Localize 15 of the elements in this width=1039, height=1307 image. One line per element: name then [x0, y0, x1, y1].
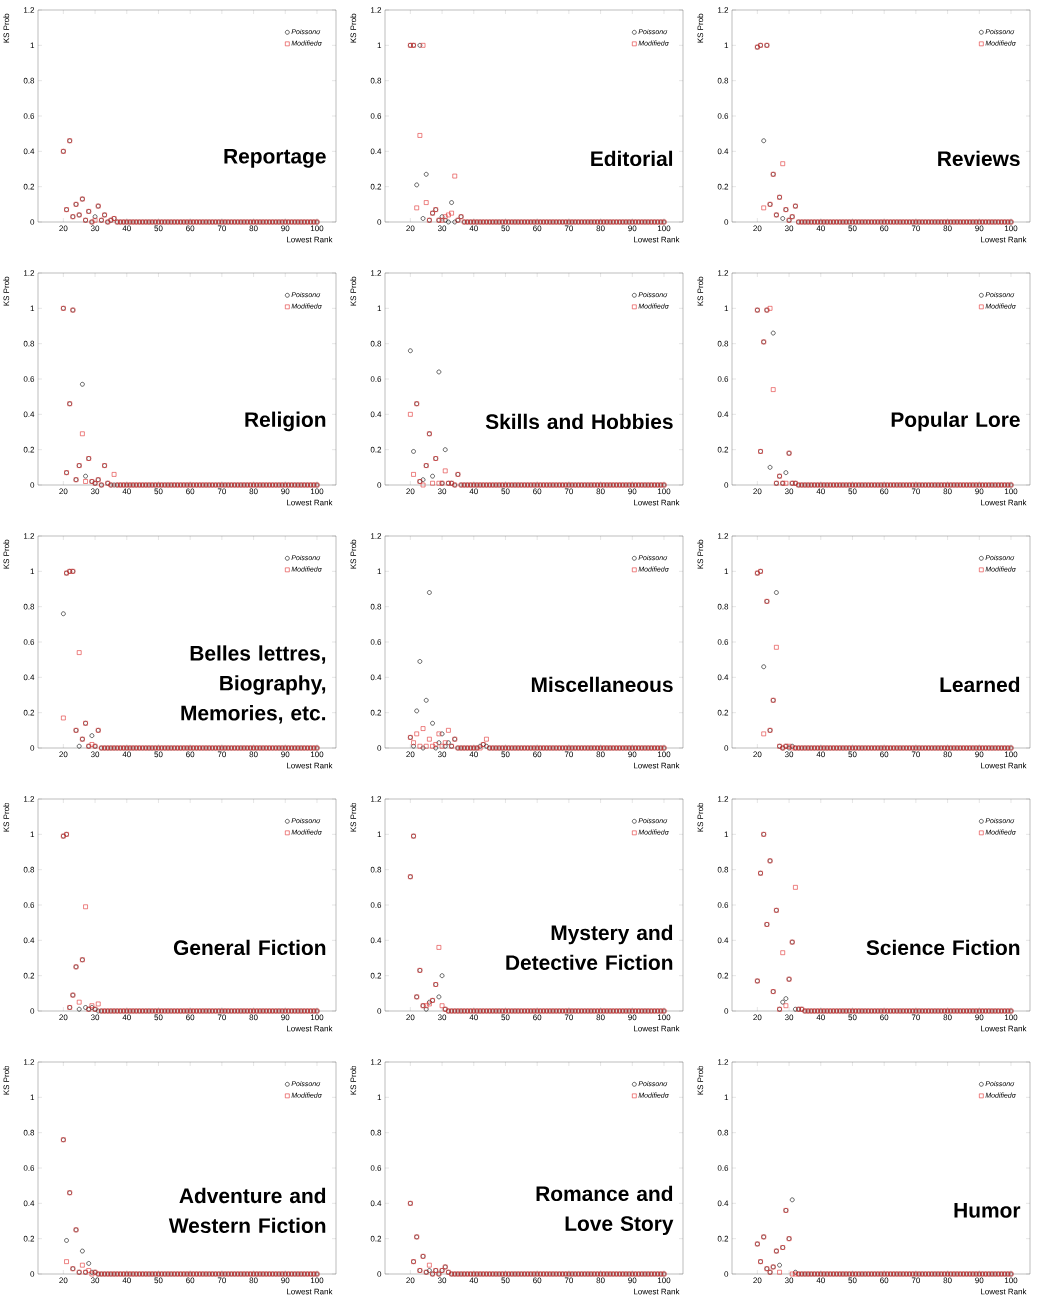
- text: Science Fiction: [866, 939, 1020, 956]
- text: Popular Lore: [891, 411, 1020, 432]
- text: Belles lettres, Biography, Memories, etc.: [181, 645, 326, 724]
- text: Religion: [245, 411, 326, 432]
- text: Mystery and Detective Fiction: [506, 924, 673, 971]
- text: Learned: [940, 676, 1020, 693]
- text: Skills and Hobbies: [485, 413, 673, 430]
- text: Editorial: [591, 150, 673, 167]
- text: Humor: [954, 1203, 1021, 1218]
- text: General Fiction: [173, 939, 326, 956]
- text: Reviews: [938, 150, 1020, 167]
- text: Romance and Love Story: [536, 1185, 674, 1236]
- text: Reportage: [224, 148, 326, 168]
- text: Miscellaneous: [531, 676, 673, 693]
- text: Adventure and Western Fiction: [168, 1187, 326, 1234]
